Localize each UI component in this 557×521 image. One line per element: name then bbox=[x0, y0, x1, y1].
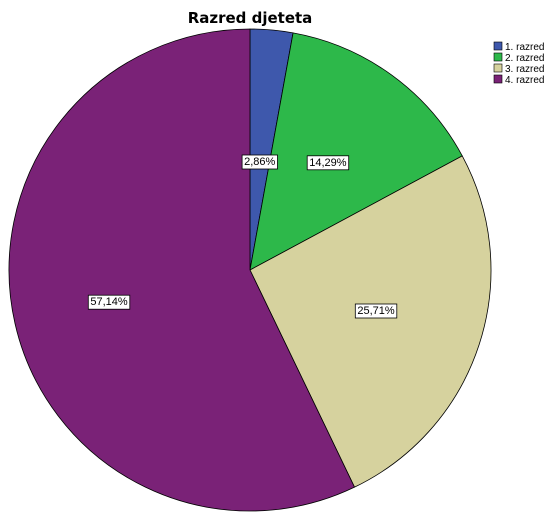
legend-swatch-1 bbox=[493, 41, 503, 51]
data-label-4: 57,14% bbox=[87, 294, 131, 310]
pie-slice-2 bbox=[249, 32, 463, 271]
legend-item-3: 3. razred bbox=[493, 63, 544, 75]
legend-item-4: 4. razred bbox=[493, 74, 544, 86]
data-label-2: 14,29% bbox=[306, 155, 350, 171]
data-label-3: 25,71% bbox=[354, 303, 398, 319]
legend-label-2: 2. razred bbox=[505, 53, 544, 64]
legend-label-4: 4. razred bbox=[505, 75, 544, 86]
legend-swatch-3 bbox=[493, 63, 503, 73]
legend-item-2: 2. razred bbox=[493, 52, 544, 64]
svg-text:25,71%: 25,71% bbox=[357, 305, 395, 317]
legend-label-3: 3. razred bbox=[505, 64, 544, 75]
chart-title: Razred djeteta bbox=[187, 9, 313, 27]
svg-text:2,86%: 2,86% bbox=[244, 156, 275, 168]
legend-label-1: 1. razred bbox=[505, 42, 544, 53]
legend-swatch-4 bbox=[493, 74, 503, 84]
legend-swatch-2 bbox=[493, 52, 503, 62]
legend-item-1: 1. razred bbox=[493, 41, 544, 53]
data-label-1: 2,86% bbox=[241, 154, 278, 170]
pie-data-labels: 2,86% 14,29% 25,71% 57,14% bbox=[87, 154, 398, 319]
pie-slice-3 bbox=[249, 155, 492, 488]
pie-slices bbox=[8, 28, 492, 512]
pie-slice-4 bbox=[8, 28, 356, 512]
svg-text:57,14%: 57,14% bbox=[90, 296, 128, 308]
svg-text:14,29%: 14,29% bbox=[309, 157, 347, 169]
